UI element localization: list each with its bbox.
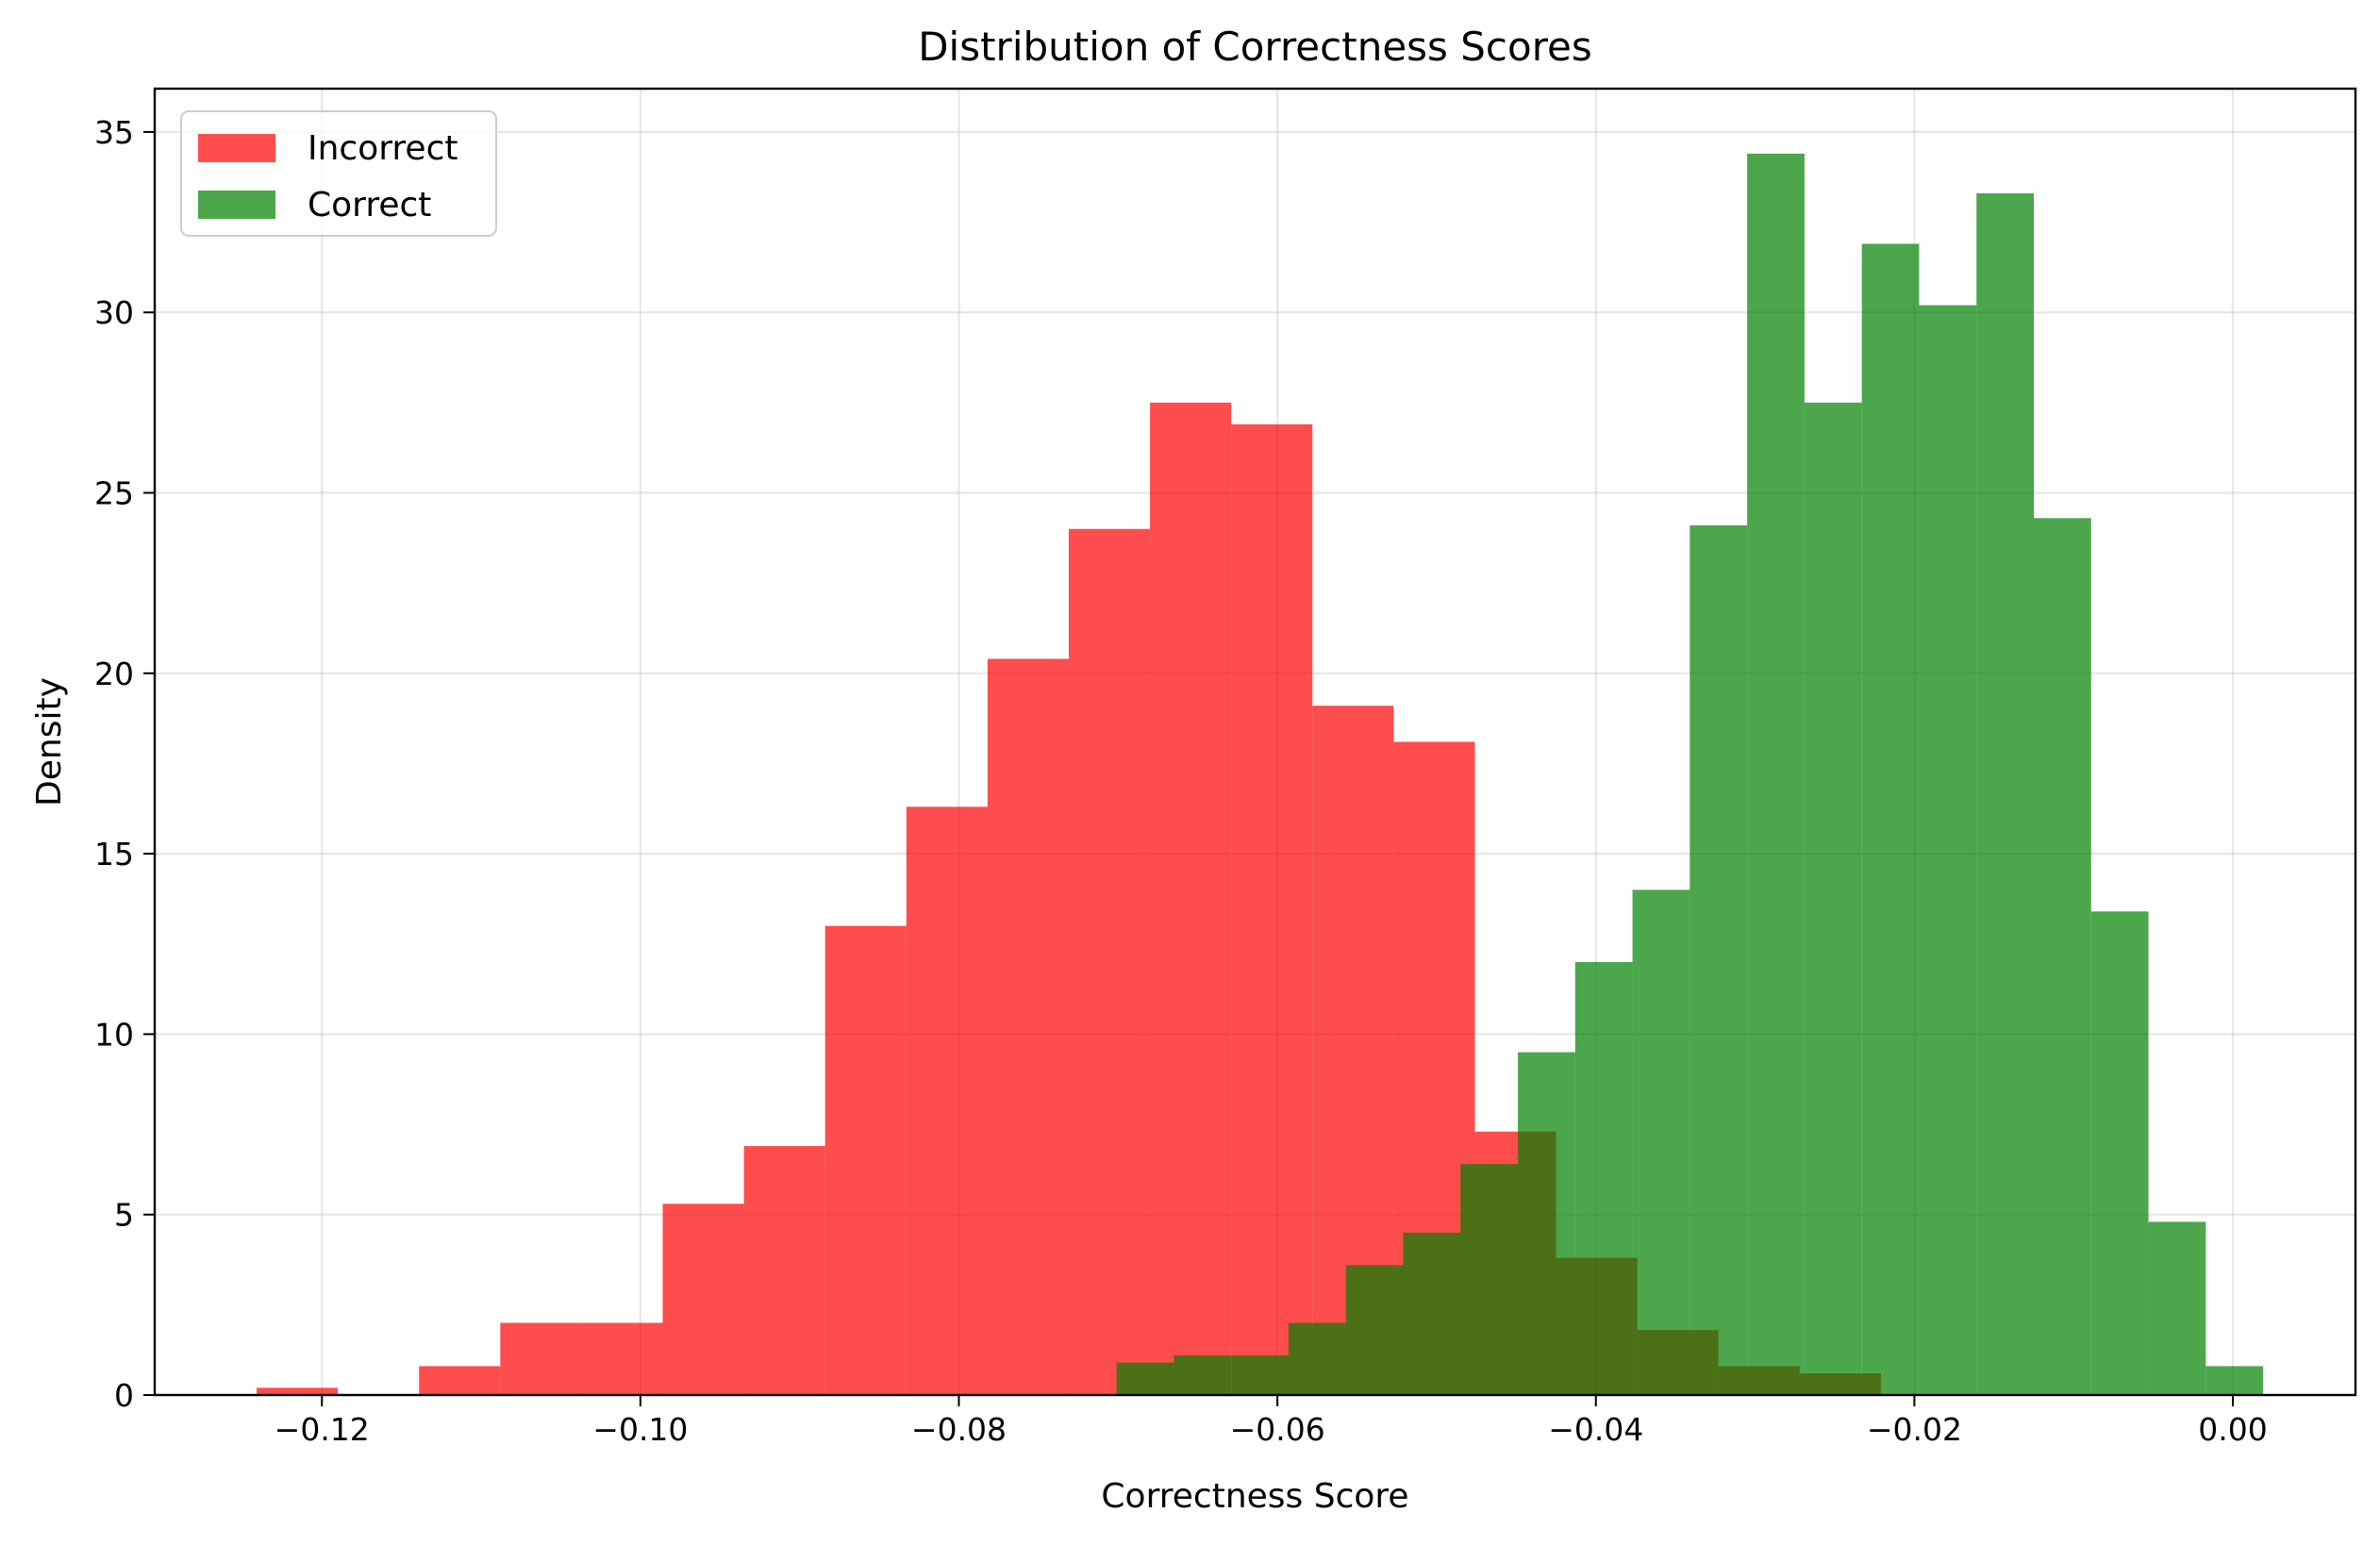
legend-swatch-correct bbox=[198, 191, 275, 219]
histogram-bar bbox=[1919, 305, 1977, 1396]
histogram-bar bbox=[1747, 153, 1805, 1395]
histogram-bar bbox=[1976, 192, 2034, 1396]
histogram-bar bbox=[1173, 1354, 1232, 1395]
plot-frame bbox=[153, 87, 2357, 1397]
y-tick-label: 20 bbox=[94, 656, 134, 692]
histogram-bar bbox=[1288, 1322, 1346, 1395]
legend-label-correct: Correct bbox=[308, 186, 431, 224]
x-tick-label: −0.04 bbox=[1548, 1411, 1643, 1448]
y-tick-label: 25 bbox=[94, 475, 134, 512]
histogram-bar bbox=[743, 1146, 825, 1395]
histogram-bar bbox=[1460, 1164, 1519, 1395]
x-tick-label: −0.06 bbox=[1230, 1411, 1325, 1448]
histogram-bar bbox=[2148, 1221, 2206, 1395]
histogram-bar bbox=[500, 1322, 582, 1395]
histogram-bar bbox=[824, 925, 907, 1395]
x-axis-label: Correctness Score bbox=[1101, 1477, 1408, 1516]
histogram-bar bbox=[1861, 243, 1920, 1395]
histogram-bar bbox=[2205, 1366, 2264, 1395]
y-tick-label: 35 bbox=[94, 114, 134, 151]
y-tick-label: 15 bbox=[94, 836, 134, 872]
histogram-bar bbox=[1068, 528, 1151, 1395]
y-tick-label: 10 bbox=[94, 1016, 134, 1053]
legend-label-incorrect: Incorrect bbox=[308, 129, 458, 168]
histogram-bar bbox=[906, 806, 988, 1395]
histogram-bar bbox=[1231, 1354, 1289, 1395]
y-axis-label: Density bbox=[30, 677, 69, 806]
histogram-bar bbox=[581, 1322, 663, 1395]
y-tick-label: 0 bbox=[114, 1377, 134, 1414]
legend-swatch-incorrect bbox=[198, 134, 275, 162]
series-correct bbox=[1116, 153, 2264, 1396]
histogram-bar bbox=[1150, 402, 1232, 1395]
histogram-bar bbox=[2090, 911, 2149, 1395]
histogram-bar bbox=[2033, 518, 2091, 1395]
histogram-bar bbox=[1116, 1362, 1174, 1395]
histogram-bar bbox=[1231, 424, 1313, 1395]
histogram-bar bbox=[419, 1366, 501, 1395]
x-tick-label: −0.02 bbox=[1867, 1411, 1962, 1448]
axis-ticks: −0.12 −0.10 −0.08 −0.06 −0.04 −0.02 0.00 0 5 10 15… bbox=[94, 114, 2268, 1448]
histogram-bar bbox=[1632, 889, 1690, 1395]
histogram-bar bbox=[1345, 1265, 1404, 1395]
y-tick-label: 5 bbox=[114, 1197, 134, 1234]
x-tick-label: −0.08 bbox=[911, 1411, 1007, 1448]
histogram-bar bbox=[257, 1387, 339, 1395]
histogram-bar bbox=[662, 1204, 744, 1395]
histogram-bar bbox=[987, 658, 1069, 1395]
histogram-bar bbox=[1403, 1232, 1461, 1395]
x-tick-label: −0.12 bbox=[275, 1411, 370, 1448]
x-tick-label: −0.10 bbox=[592, 1411, 688, 1448]
x-tick-label: 0.00 bbox=[2198, 1411, 2267, 1448]
chart-title: Distribution of Correctness Scores bbox=[918, 24, 1592, 70]
legend: Incorrect Correct bbox=[180, 110, 497, 237]
histogram-bar bbox=[1689, 524, 1748, 1395]
histogram-bars bbox=[257, 153, 2264, 1396]
histogram-bar bbox=[1574, 961, 1633, 1395]
y-tick-label: 30 bbox=[94, 294, 134, 331]
histogram-bar bbox=[1804, 402, 1862, 1395]
histogram-bar bbox=[1518, 1052, 1575, 1395]
